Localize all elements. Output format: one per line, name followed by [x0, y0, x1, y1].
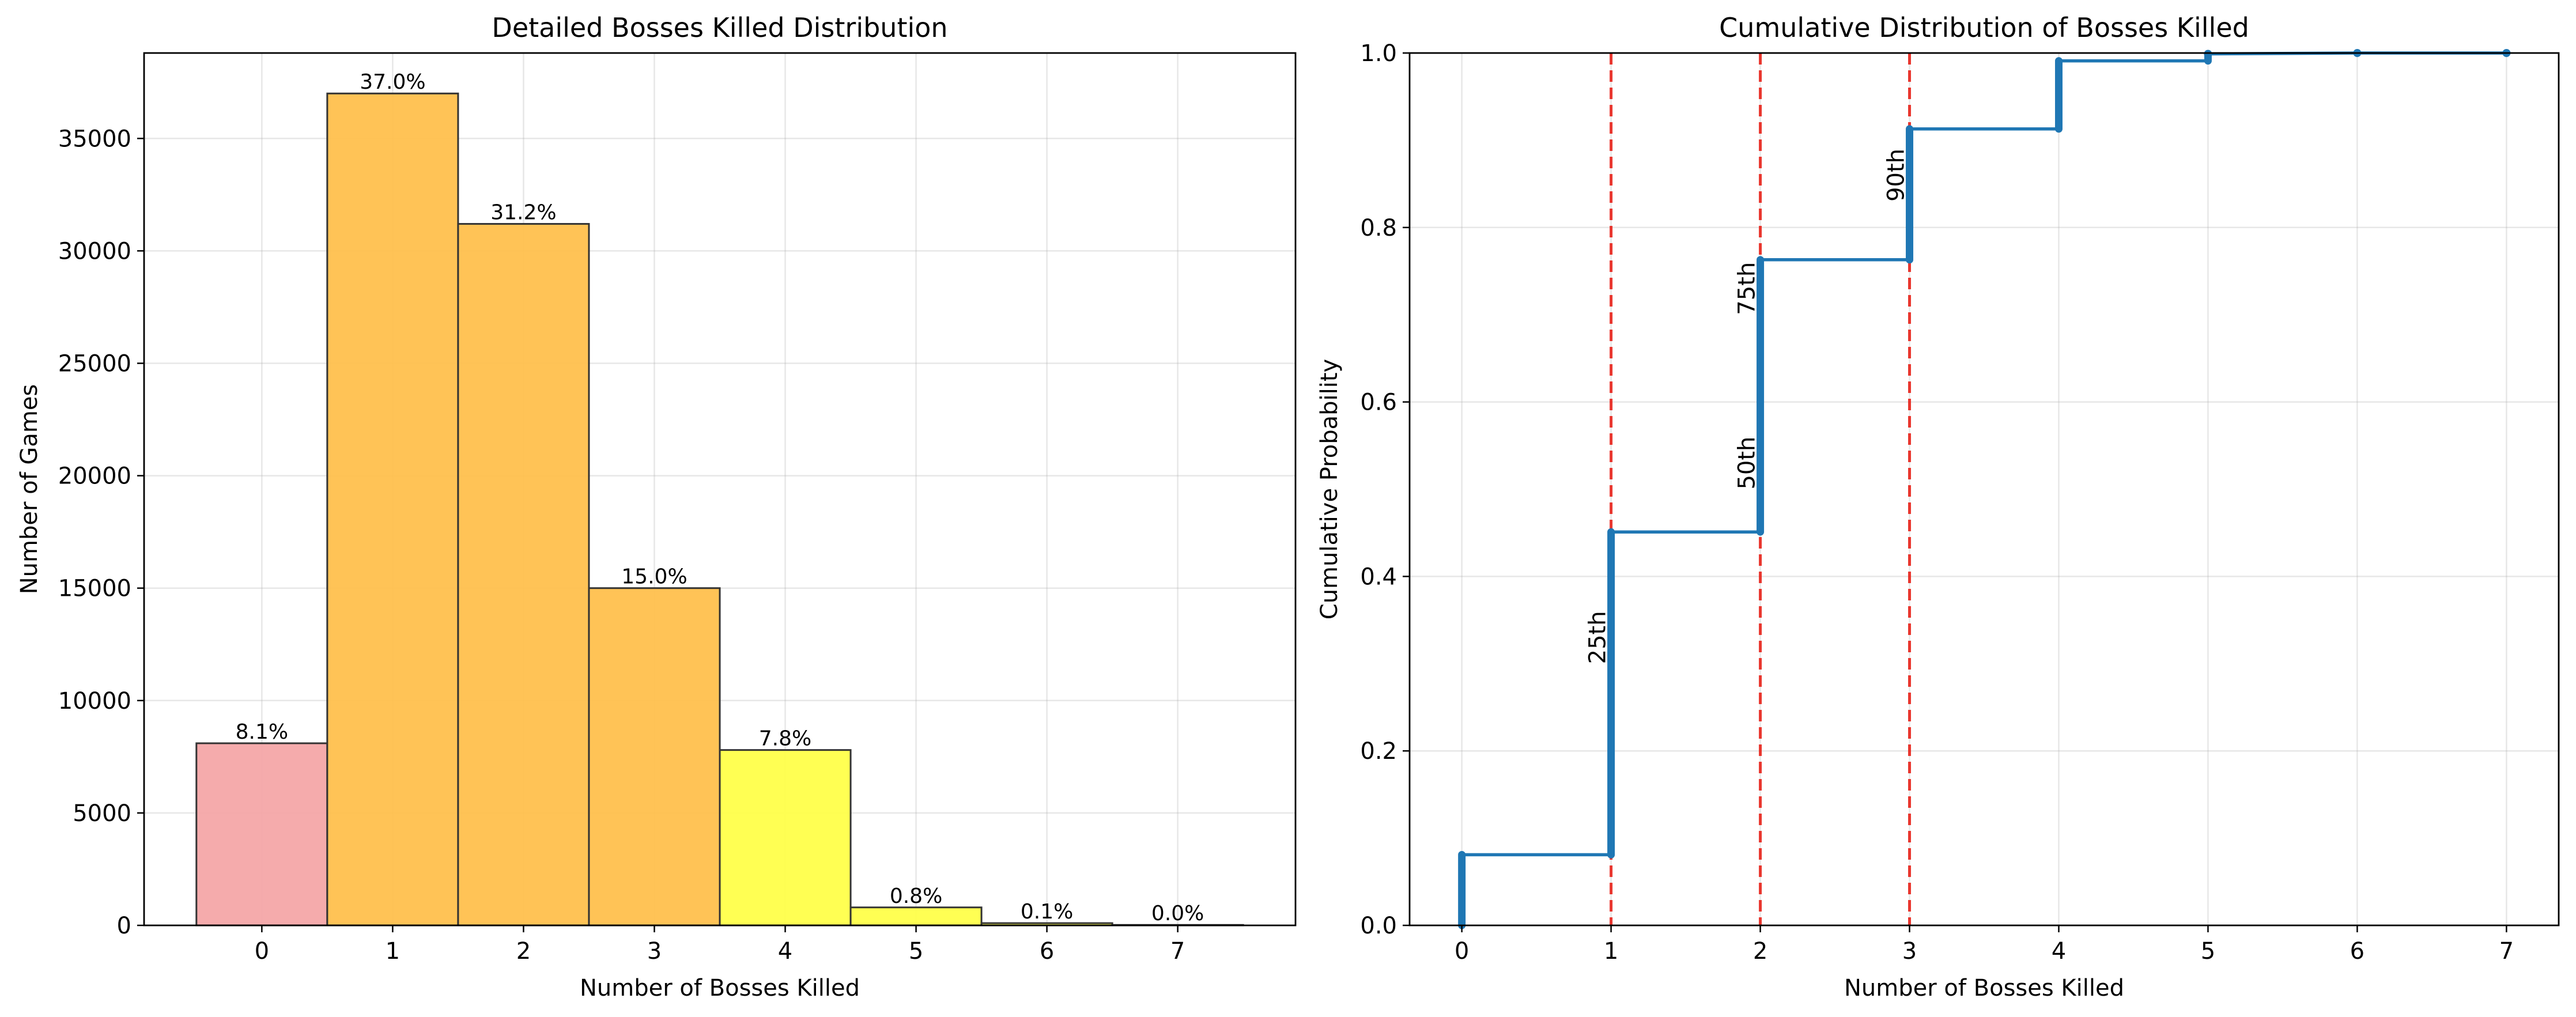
chart1-bar-4 — [719, 749, 852, 927]
chart1-x-tick-label: 4 — [778, 938, 792, 965]
chart1-x-tick-label: 2 — [516, 938, 531, 965]
chart2-cdf-point — [2204, 50, 2212, 58]
chart1-title: Detailed Bosses Killed Distribution — [492, 12, 947, 43]
chart1-y-axis-label: Number of Games — [16, 384, 43, 595]
chart1-bar-1 — [326, 92, 459, 927]
chart1-x-tick-label: 6 — [1040, 938, 1054, 965]
chart1-bar-2 — [457, 223, 590, 927]
chart1-y-ticks: 0 5000 10000 15000 20000 25000 30000 35000 — [58, 126, 144, 939]
chart2-series — [1458, 49, 2511, 929]
chart1-bar-label-3: 15.0% — [621, 565, 687, 589]
chart1-x-tick-label: 1 — [386, 938, 400, 965]
chart2-title: Cumulative Distribution of Bosses Killed — [1719, 12, 2249, 43]
chart2-plot-frame — [1408, 52, 2560, 927]
chart1-bar-label-0: 8.1% — [236, 720, 288, 744]
chart1-bar-3 — [588, 587, 721, 927]
chart2-x-tick-label: 6 — [2350, 938, 2365, 965]
chart2-x-tick-label: 4 — [2052, 938, 2066, 965]
chart1-y-tick-label: 20000 — [58, 463, 131, 490]
chart2-y-tick-label: 1.0 — [1360, 40, 1397, 67]
chart1-y-tick-label: 10000 — [58, 688, 131, 714]
chart1-x-tick-label: 0 — [255, 938, 269, 965]
chart1-y-tick-label: 30000 — [58, 238, 131, 264]
chart1-x-tick-label: 5 — [909, 938, 923, 965]
cdf-chart-bosses-killed: Cumulative Distribution of Bosses Killed… — [1316, 12, 2560, 1001]
chart2-percentile-label-50th: 50th — [1734, 437, 1761, 490]
chart1-bar-label-6: 0.1% — [1021, 900, 1073, 924]
chart1-bars — [195, 92, 1244, 927]
chart2-y-tick-label: 0.0 — [1360, 913, 1397, 939]
chart2-percentile-label-90th: 90th — [1883, 149, 1910, 202]
chart2-y-axis-label: Cumulative Probability — [1316, 359, 1343, 619]
chart1-x-tick-label: 3 — [647, 938, 662, 965]
chart2-percentile-label-25th: 25th — [1585, 611, 1611, 664]
chart1-bar-label-5: 0.8% — [890, 884, 942, 908]
chart1-bar-label-7: 0.0% — [1151, 902, 1204, 925]
chart2-x-tick-label: 5 — [2201, 938, 2215, 965]
chart1-x-ticks: 0 1 2 3 4 5 6 7 — [255, 925, 1185, 965]
chart2-x-tick-label: 1 — [1604, 938, 1618, 965]
chart2-y-tick-label: 0.6 — [1360, 390, 1397, 416]
chart2-y-tick-label: 0.2 — [1360, 738, 1397, 765]
chart1-bar-5 — [849, 906, 983, 927]
chart2-x-axis-label: Number of Bosses Killed — [1844, 975, 2124, 1001]
chart2-x-tick-label: 7 — [2499, 938, 2514, 965]
chart1-y-tick-label: 0 — [117, 913, 131, 939]
chart1-y-tick-label: 15000 — [58, 576, 131, 602]
chart1-x-axis-label: Number of Bosses Killed — [580, 975, 860, 1001]
chart1-bar-label-1: 37.0% — [360, 70, 425, 94]
chart2-x-tick-label: 0 — [1455, 938, 1469, 965]
chart2-y-tick-label: 0.4 — [1360, 564, 1397, 590]
chart1-bar-0 — [195, 742, 328, 927]
chart2-y-ticks: 0.0 0.2 0.4 0.6 0.8 1.0 — [1360, 40, 1410, 939]
chart2-x-tick-label: 2 — [1753, 938, 1767, 965]
bar-chart-bosses-killed: Detailed Bosses Killed Distribution 8.1%… — [16, 12, 1297, 1001]
chart1-bar-label-2: 31.2% — [490, 201, 556, 225]
chart1-y-tick-label: 35000 — [58, 126, 131, 152]
chart1-y-tick-label: 25000 — [58, 350, 131, 377]
chart1-bar-labels: 8.1% 37.0% 31.2% 15.0% 7.8% 0.8% 0.1% 0.0% — [236, 70, 1204, 925]
chart1-plot-frame — [143, 52, 1297, 927]
chart1-y-tick-label: 5000 — [73, 800, 131, 827]
chart2-y-tick-label: 0.8 — [1360, 215, 1397, 241]
chart2-x-tick-label: 3 — [1902, 938, 1917, 965]
chart1-bar-label-4: 7.8% — [759, 727, 811, 751]
chart2-x-ticks: 0 1 2 3 4 5 6 7 — [1455, 925, 2514, 965]
chart2-percentile-label-75th: 75th — [1734, 262, 1761, 315]
chart1-x-tick-label: 7 — [1170, 938, 1185, 965]
